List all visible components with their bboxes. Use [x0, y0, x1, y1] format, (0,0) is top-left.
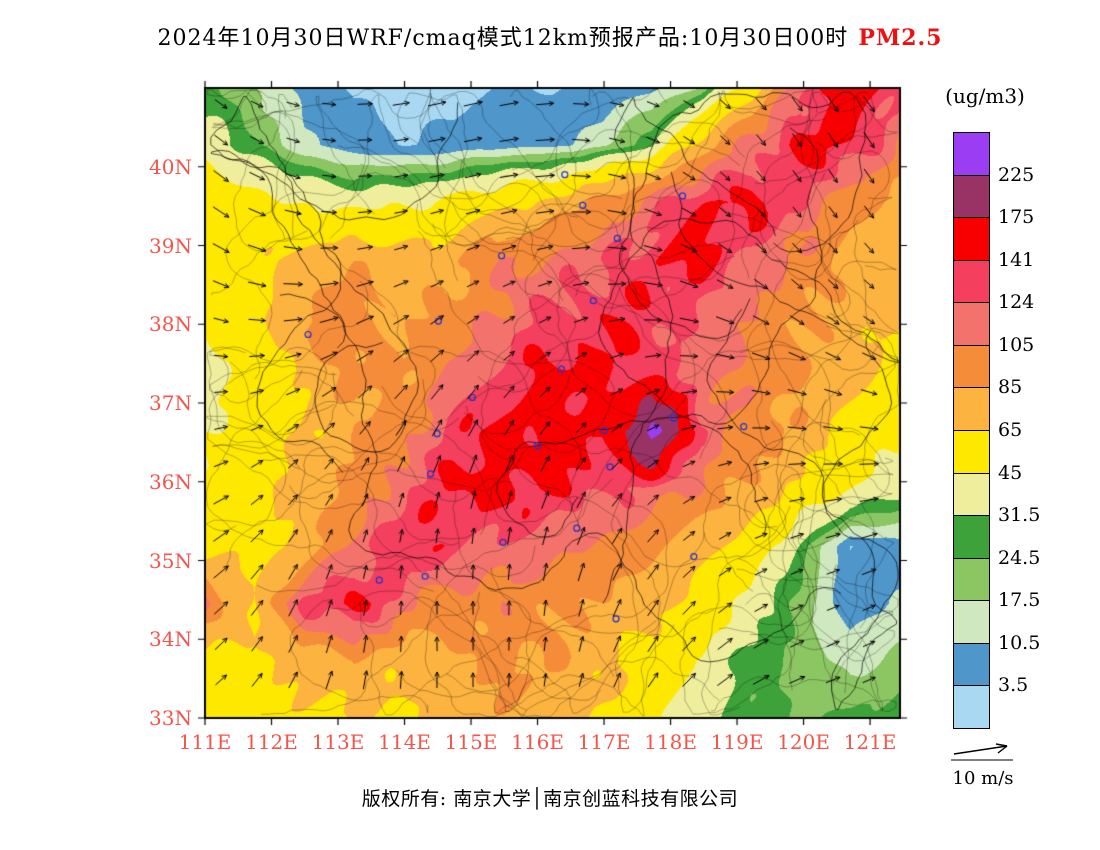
colorbar: [953, 132, 992, 730]
x-tick-label: 116E: [511, 730, 564, 754]
colorbar-tick-label: 141: [998, 248, 1035, 271]
x-tick-label: 120E: [777, 730, 830, 754]
wind-reference-label: 10 m/s: [952, 768, 1014, 789]
colorbar-swatch: [953, 387, 990, 431]
y-tick-label: 36N: [149, 469, 192, 494]
x-tick-label: 118E: [644, 730, 697, 754]
colorbar-tick-label: 45: [998, 461, 1023, 484]
colorbar-swatch: [953, 685, 990, 729]
y-tick-label: 33N: [149, 706, 192, 730]
x-tick-label: 112E: [245, 730, 298, 754]
reference-arrow-icon: [951, 743, 1013, 761]
colorbar-tick-label: 10.5: [998, 631, 1041, 654]
colorbar-swatch: [953, 345, 990, 388]
page-title: 2024年10月30日WRF/cmaq模式12km预报产品:10月30日00时 P…: [0, 20, 1100, 52]
colorbar-swatch: [953, 558, 990, 601]
pm25-concentration-map: [195, 78, 910, 728]
colorbar-swatch: [953, 132, 990, 176]
x-tick-label: 121E: [843, 730, 897, 754]
x-tick-label: 117E: [577, 730, 631, 754]
y-tick-label: 34N: [149, 627, 192, 652]
colorbar-tick-label: 85: [998, 376, 1023, 399]
x-tick-label: 119E: [710, 730, 764, 754]
colorbar-swatch: [953, 473, 990, 516]
colorbar-swatch: [953, 643, 990, 686]
colorbar-tick-label: 105: [998, 333, 1035, 356]
colorbar-tick-label: 124: [998, 291, 1035, 314]
colorbar-tick-label: 175: [998, 206, 1035, 229]
pollutant-label: PM2.5: [858, 25, 943, 51]
colorbar-swatch: [953, 260, 990, 303]
colorbar-swatch: [953, 600, 990, 644]
colorbar-swatch: [953, 302, 990, 346]
colorbar-swatch: [953, 217, 990, 261]
colorbar-swatch: [953, 515, 990, 559]
y-tick-label: 38N: [149, 312, 192, 337]
colorbar-tick-label: 65: [998, 419, 1023, 441]
colorbar-swatch: [953, 175, 990, 218]
colorbar-tick-label: 31.5: [998, 504, 1041, 527]
colorbar-tick-label: 3.5: [998, 674, 1029, 697]
x-tick-label: 113E: [311, 730, 365, 754]
y-tick-label: 39N: [149, 233, 192, 258]
x-tick-label: 111E: [178, 730, 232, 754]
y-tick-label: 40N: [149, 154, 192, 179]
x-tick-label: 114E: [378, 730, 431, 754]
x-tick-label: 115E: [444, 730, 498, 754]
colorbar-tick-label: 17.5: [998, 589, 1041, 612]
title-text: 2024年10月30日WRF/cmaq模式12km预报产品:10月30日00时: [157, 26, 849, 51]
y-tick-label: 37N: [149, 391, 192, 415]
colorbar-unit-label: (ug/m3): [945, 84, 1025, 108]
colorbar-tick-label: 225: [998, 163, 1035, 186]
wind-reference-legend: 10 m/s: [948, 740, 1018, 789]
colorbar-swatch: [953, 430, 990, 474]
copyright-text: 版权所有: 南京大学│南京创蓝科技有限公司: [361, 788, 739, 810]
y-tick-label: 35N: [149, 548, 192, 573]
colorbar-tick-label: 24.5: [998, 546, 1041, 569]
